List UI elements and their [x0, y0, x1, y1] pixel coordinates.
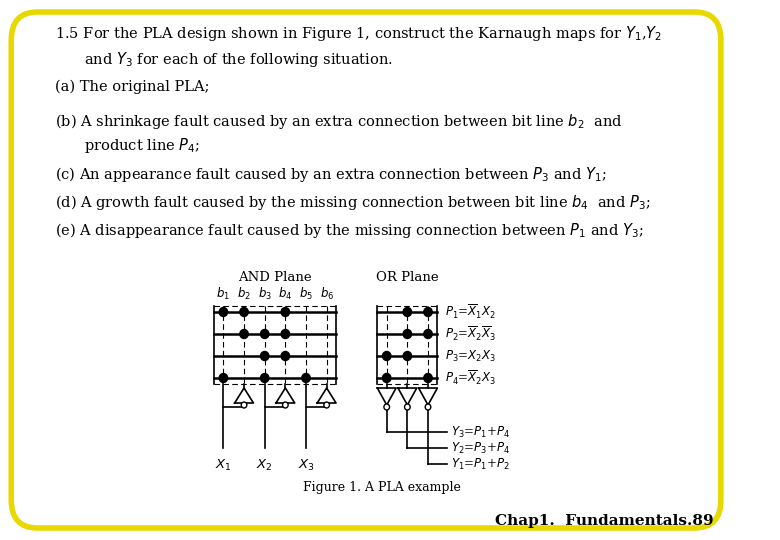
- Circle shape: [281, 352, 289, 361]
- Text: $b_4$: $b_4$: [278, 286, 292, 302]
- Text: $P_2$=$\overline{X}_2\overline{X}_3$: $P_2$=$\overline{X}_2\overline{X}_3$: [445, 325, 496, 343]
- Circle shape: [261, 374, 269, 382]
- Circle shape: [405, 404, 410, 410]
- Circle shape: [261, 329, 269, 339]
- Text: Figure 1. A PLA example: Figure 1. A PLA example: [303, 481, 461, 494]
- Text: $b_3$: $b_3$: [257, 286, 271, 302]
- Text: $b_2$: $b_2$: [237, 286, 251, 302]
- Circle shape: [219, 307, 228, 316]
- Circle shape: [403, 352, 412, 361]
- Circle shape: [384, 404, 389, 410]
- Circle shape: [424, 307, 432, 316]
- Text: $P_3$=$X_2X_3$: $P_3$=$X_2X_3$: [445, 348, 495, 363]
- Text: $b_6$: $b_6$: [320, 286, 334, 302]
- Text: $P_4$=$\overline{X}_2X_3$: $P_4$=$\overline{X}_2X_3$: [445, 369, 496, 387]
- Circle shape: [382, 374, 391, 382]
- Circle shape: [382, 352, 391, 361]
- Circle shape: [239, 329, 248, 339]
- Text: (a) The original PLA;: (a) The original PLA;: [55, 79, 209, 94]
- Text: (b) A shrinkage fault caused by an extra connection between bit line $b_2$  and: (b) A shrinkage fault caused by an extra…: [55, 112, 622, 131]
- Circle shape: [425, 404, 431, 410]
- Text: $Y_3$=$P_1$+$P_4$: $Y_3$=$P_1$+$P_4$: [451, 424, 509, 440]
- Circle shape: [403, 329, 412, 339]
- Text: (c) An appearance fault caused by an extra connection between $P_3$ and $Y_1$;: (c) An appearance fault caused by an ext…: [55, 165, 606, 184]
- Text: $b_1$: $b_1$: [216, 286, 230, 302]
- Text: 1.5 For the PLA design shown in Figure 1, construct the Karnaugh maps for $Y_1$,: 1.5 For the PLA design shown in Figure 1…: [55, 24, 662, 43]
- Circle shape: [281, 307, 289, 316]
- Text: (e) A disappearance fault caused by the missing connection between $P_1$ and $Y_: (e) A disappearance fault caused by the …: [55, 221, 643, 240]
- Text: $P_1$=$\overline{X}_1X_2$: $P_1$=$\overline{X}_1X_2$: [445, 303, 495, 321]
- Text: (d) A growth fault caused by the missing connection between bit line $b_4$  and : (d) A growth fault caused by the missing…: [55, 193, 651, 212]
- Text: $Y_1$=$P_1$+$P_2$: $Y_1$=$P_1$+$P_2$: [451, 456, 509, 471]
- Text: AND Plane: AND Plane: [238, 271, 312, 284]
- Text: OR Plane: OR Plane: [376, 271, 438, 284]
- FancyBboxPatch shape: [11, 12, 721, 528]
- Text: $X_1$: $X_1$: [215, 458, 232, 473]
- Text: $X_2$: $X_2$: [257, 458, 273, 473]
- Circle shape: [239, 307, 248, 316]
- Text: and $Y_3$ for each of the following situation.: and $Y_3$ for each of the following situ…: [84, 50, 393, 69]
- Circle shape: [403, 307, 412, 316]
- Circle shape: [282, 402, 288, 408]
- Circle shape: [281, 329, 289, 339]
- Circle shape: [219, 374, 228, 382]
- Text: $X_3$: $X_3$: [298, 458, 314, 473]
- Text: Chap1.  Fundamentals.89: Chap1. Fundamentals.89: [495, 514, 714, 528]
- Text: $b_5$: $b_5$: [299, 286, 313, 302]
- Circle shape: [302, 374, 310, 382]
- Circle shape: [241, 402, 246, 408]
- Circle shape: [424, 374, 432, 382]
- Circle shape: [261, 352, 269, 361]
- Text: product line $P_4$;: product line $P_4$;: [84, 136, 200, 155]
- Circle shape: [324, 402, 329, 408]
- Text: $Y_2$=$P_3$+$P_4$: $Y_2$=$P_3$+$P_4$: [451, 441, 509, 456]
- Circle shape: [424, 329, 432, 339]
